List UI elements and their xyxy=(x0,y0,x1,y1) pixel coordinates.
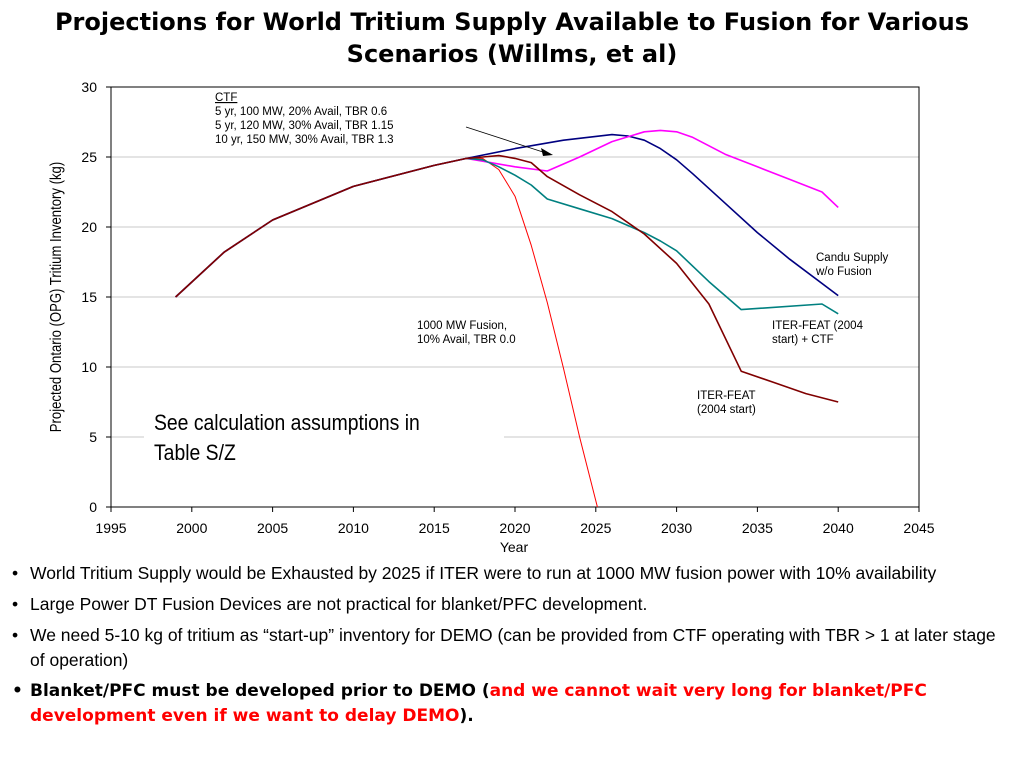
bullet-glyph: • xyxy=(12,681,23,701)
annotation-candu-line: w/o Fusion xyxy=(815,266,872,278)
slide-title: Projections for World Tritium Supply Ava… xyxy=(54,8,970,68)
bullet-glyph: • xyxy=(12,594,19,614)
x-tick-label: 1995 xyxy=(95,520,126,536)
annotation-iter-ctf-line: ITER-FEAT (2004 xyxy=(772,320,864,332)
annotation-ctf-line: 5 yr, 120 MW, 30% Avail, TBR 1.15 xyxy=(215,120,394,132)
y-tick-label: 15 xyxy=(81,289,97,305)
x-tick-label: 2030 xyxy=(661,520,692,536)
x-tick-label: 2040 xyxy=(823,520,854,536)
annotation-1000mw-line: 10% Avail, TBR 0.0 xyxy=(417,334,516,346)
bullet-highlight: and we cannot wait very long for blanket… xyxy=(30,681,927,726)
x-tick-label: 2010 xyxy=(338,520,369,536)
y-axis-label: Projected Ontario (OPG) Tritium Inventor… xyxy=(48,162,65,432)
x-tick-label: 2000 xyxy=(176,520,207,536)
annotation-candu-line: Candu Supply xyxy=(816,252,888,264)
bullet-list: • World Tritium Supply would be Exhausted… xyxy=(8,561,1008,735)
annotation-1000mw: 1000 MW Fusion, 10% Avail, TBR 0.0 xyxy=(417,320,516,346)
bullet-glyph: • xyxy=(12,625,19,645)
annotation-1000mw-line: 1000 MW Fusion, xyxy=(417,320,507,332)
ctf-callout-arrow xyxy=(465,126,547,154)
annotation-iter-ctf-line: start) + CTF xyxy=(772,334,834,346)
bullet-item: • Blanket/PFC must be developed prior to … xyxy=(8,679,1008,729)
bullet-item: • We need 5-10 kg of tritium as “start-up… xyxy=(8,623,1008,673)
annotation-iter-line: (2004 start) xyxy=(697,404,756,416)
x-tick-label: 2035 xyxy=(742,520,773,536)
x-tick-label: 2025 xyxy=(580,520,611,536)
assumptions-box xyxy=(144,400,504,480)
x-tick-label: 2045 xyxy=(903,520,934,536)
series-line-3 xyxy=(175,157,839,315)
bullet-suffix: ). xyxy=(459,706,474,726)
y-tick-label: 25 xyxy=(81,149,97,165)
assumptions-note: See calculation assumptions in Table S/Z xyxy=(154,410,420,465)
series-line-2 xyxy=(175,129,839,298)
y-tick-label: 20 xyxy=(81,219,97,235)
y-tick-label: 10 xyxy=(81,359,97,375)
bullet-glyph: • xyxy=(12,563,19,583)
annotation-iter-line: ITER-FEAT xyxy=(697,390,756,402)
annotation-ctf-line: CTF xyxy=(215,92,237,104)
x-tick-label: 2015 xyxy=(419,520,450,536)
gridlines xyxy=(111,156,919,438)
series-line-4 xyxy=(175,154,839,403)
x-tick-label: 2020 xyxy=(499,520,530,536)
annotation-iter: ITER-FEAT (2004 start) xyxy=(697,390,759,416)
bullet-item: • Large Power DT Fusion Devices are not p… xyxy=(8,592,1008,617)
annotation-ctf-line: 10 yr, 150 MW, 30% Avail, TBR 1.3 xyxy=(215,134,394,146)
ctf-callout-arrowhead xyxy=(541,148,553,156)
annotation-candu: Candu Supply w/o Fusion xyxy=(815,252,891,278)
bullet-text: Large Power DT Fusion Devices are not pr… xyxy=(30,594,648,614)
annotation-ctf-line: 5 yr, 100 MW, 20% Avail, TBR 0.6 xyxy=(215,106,387,118)
bullet-text: Blanket/PFC must be developed prior to D… xyxy=(30,681,490,701)
y-tick-label: 30 xyxy=(81,79,97,95)
annotation-iter-ctf: ITER-FEAT (2004 start) + CTF xyxy=(772,320,866,346)
series-lines xyxy=(175,129,839,508)
y-tick-label: 0 xyxy=(89,499,97,515)
bullet-text: World Tritium Supply would be Exhausted … xyxy=(30,563,937,583)
bullet-text: We need 5-10 kg of tritium as “start-up”… xyxy=(30,625,996,670)
x-tick-label: 2005 xyxy=(257,520,288,536)
bullet-item: • World Tritium Supply would be Exhausted… xyxy=(8,561,1008,586)
x-axis-label: Year xyxy=(500,539,529,555)
annotation-ctf: CTF 5 yr, 100 MW, 20% Avail, TBR 0.6 5 y… xyxy=(215,92,397,146)
y-tick-label: 5 xyxy=(89,429,97,445)
